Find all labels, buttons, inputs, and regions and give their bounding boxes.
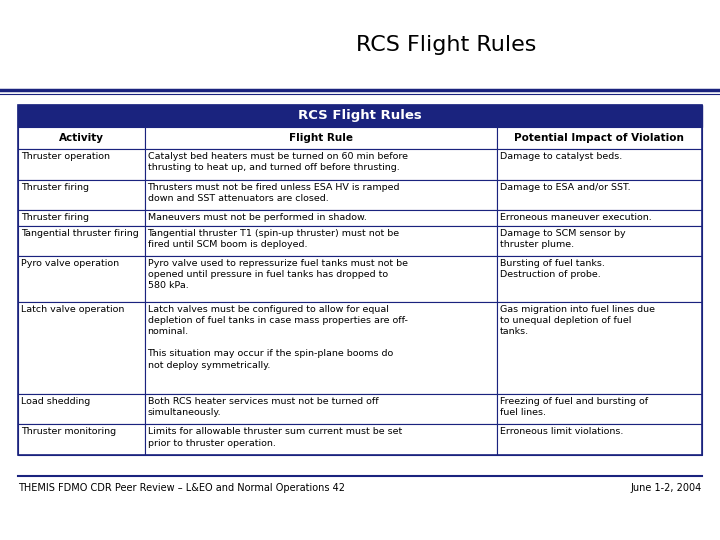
Text: Thrusters must not be fired unless ESA HV is ramped
down and SST attenuators are: Thrusters must not be fired unless ESA H… <box>148 183 400 202</box>
Bar <box>497 149 702 180</box>
Text: Erroneous limit violations.: Erroneous limit violations. <box>500 427 624 436</box>
Text: Latch valves must be configured to allow for equal
depletion of fuel tanks in ca: Latch valves must be configured to allow… <box>148 305 408 369</box>
Text: Damage to ESA and/or SST.: Damage to ESA and/or SST. <box>500 183 631 192</box>
Text: Limits for allowable thruster sum current must be set
prior to thruster operatio: Limits for allowable thruster sum curren… <box>148 427 402 448</box>
Bar <box>145 302 497 394</box>
Bar <box>145 226 497 256</box>
Bar <box>497 256 702 302</box>
Bar <box>18 302 145 394</box>
Text: Thruster monitoring: Thruster monitoring <box>21 427 116 436</box>
Bar <box>145 149 497 180</box>
Text: THEMIS FDMO CDR Peer Review – L&EO and Normal Operations 42: THEMIS FDMO CDR Peer Review – L&EO and N… <box>18 483 345 493</box>
Text: RCS Flight Rules: RCS Flight Rules <box>298 110 422 123</box>
Bar <box>497 394 702 424</box>
Bar <box>145 180 497 210</box>
Text: Thruster operation: Thruster operation <box>21 152 110 161</box>
Bar <box>18 105 702 127</box>
Text: Thruster firing: Thruster firing <box>21 183 89 192</box>
Bar <box>497 127 702 149</box>
Bar <box>497 226 702 256</box>
Bar <box>145 256 497 302</box>
Text: Flight Rule: Flight Rule <box>289 133 353 143</box>
Text: Load shedding: Load shedding <box>21 397 90 406</box>
Bar <box>497 424 702 455</box>
Text: Tangential thruster firing: Tangential thruster firing <box>21 228 139 238</box>
Text: Thruster firing: Thruster firing <box>21 213 89 222</box>
Bar <box>145 127 497 149</box>
Text: Gas migration into fuel lines due
to unequal depletion of fuel
tanks.: Gas migration into fuel lines due to une… <box>500 305 654 336</box>
Bar <box>18 180 145 210</box>
Bar <box>145 394 497 424</box>
Text: Maneuvers must not be performed in shadow.: Maneuvers must not be performed in shado… <box>148 213 366 222</box>
Text: Pyro valve operation: Pyro valve operation <box>21 259 119 268</box>
Bar <box>145 210 497 226</box>
Bar <box>18 105 702 455</box>
Bar <box>145 424 497 455</box>
Bar <box>18 210 145 226</box>
Bar <box>18 394 145 424</box>
Text: Tangential thruster T1 (spin-up thruster) must not be
fired until SCM boom is de: Tangential thruster T1 (spin-up thruster… <box>148 228 400 248</box>
Text: Catalyst bed heaters must be turned on 60 min before
thrusting to heat up, and t: Catalyst bed heaters must be turned on 6… <box>148 152 408 172</box>
Text: Freezing of fuel and bursting of
fuel lines.: Freezing of fuel and bursting of fuel li… <box>500 397 648 417</box>
Text: Bursting of fuel tanks.
Destruction of probe.: Bursting of fuel tanks. Destruction of p… <box>500 259 605 279</box>
Bar <box>18 149 145 180</box>
Text: Activity: Activity <box>59 133 104 143</box>
Text: Both RCS heater services must not be turned off
simultaneously.: Both RCS heater services must not be tur… <box>148 397 378 417</box>
Text: Damage to catalyst beds.: Damage to catalyst beds. <box>500 152 622 161</box>
Text: Potential Impact of Violation: Potential Impact of Violation <box>515 133 684 143</box>
Bar <box>497 210 702 226</box>
Bar <box>497 302 702 394</box>
Bar <box>497 180 702 210</box>
Text: RCS Flight Rules: RCS Flight Rules <box>356 35 536 55</box>
Bar <box>18 226 145 256</box>
Bar <box>18 256 145 302</box>
Text: Latch valve operation: Latch valve operation <box>21 305 125 314</box>
Bar <box>18 424 145 455</box>
Text: Pyro valve used to repressurize fuel tanks must not be
opened until pressure in : Pyro valve used to repressurize fuel tan… <box>148 259 408 291</box>
Bar <box>18 127 145 149</box>
Text: Damage to SCM sensor by
thruster plume.: Damage to SCM sensor by thruster plume. <box>500 228 626 248</box>
Text: June 1-2, 2004: June 1-2, 2004 <box>631 483 702 493</box>
Text: Erroneous maneuver execution.: Erroneous maneuver execution. <box>500 213 652 222</box>
